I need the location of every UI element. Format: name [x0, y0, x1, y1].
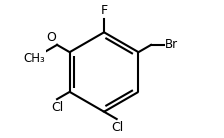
- Text: F: F: [101, 4, 108, 18]
- Text: Br: Br: [165, 38, 179, 51]
- Text: Cl: Cl: [111, 121, 123, 134]
- Text: Cl: Cl: [51, 101, 63, 114]
- Text: CH₃: CH₃: [23, 52, 45, 65]
- Text: O: O: [47, 31, 56, 44]
